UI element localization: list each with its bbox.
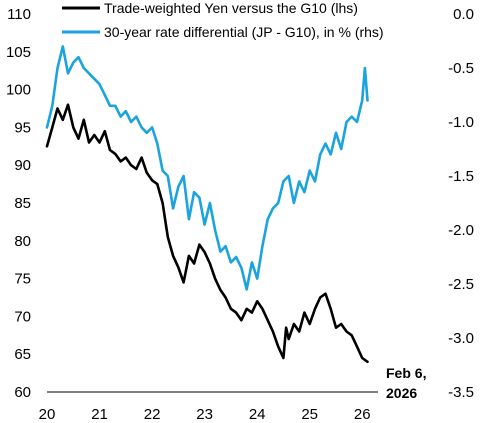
y-left-tick-label: 100 xyxy=(6,82,31,99)
y-left-tick-label: 110 xyxy=(7,6,31,23)
y-left-tick-label: 85 xyxy=(14,195,31,212)
y-right-tick-label: -2.0 xyxy=(448,222,474,239)
annotation: Feb 6, 2026 xyxy=(386,365,426,401)
y-right-tick-label: -1.0 xyxy=(448,114,474,131)
annotation-date-line1: Feb 6, xyxy=(386,365,426,381)
y-left-tick-label: 80 xyxy=(14,233,31,250)
y-left-tick-label: 105 xyxy=(6,44,31,61)
y-left-tick-label: 75 xyxy=(14,271,31,288)
legend: Trade-weighted Yen versus the G10 (lhs) … xyxy=(62,0,384,40)
x-tick-label: 24 xyxy=(249,406,266,423)
x-tick-label: 22 xyxy=(144,406,161,423)
x-tick-label: 21 xyxy=(91,406,108,423)
y-right-tick-label: -3.0 xyxy=(448,330,474,347)
y-right-tick-label: -1.5 xyxy=(448,168,474,185)
x-tick-label: 25 xyxy=(301,406,318,423)
x-tick-label: 26 xyxy=(354,406,371,423)
y-right-tick-label: -2.5 xyxy=(448,276,474,293)
series-layer xyxy=(45,45,369,364)
series-line-rate-differential xyxy=(45,45,369,291)
x-tick-label: 23 xyxy=(196,406,213,423)
series-line-yen xyxy=(45,103,369,364)
legend-label-rate: 30-year rate differential (JP - G10), in… xyxy=(104,24,384,40)
y-left-tick-label: 60 xyxy=(14,384,31,401)
y-right-tick-label: -3.5 xyxy=(448,384,474,401)
y-right-tick-label: -0.5 xyxy=(448,60,474,77)
y-left-tick-label: 65 xyxy=(14,346,31,363)
axes-layer: 20 21 22 23 24 25 26 60 65 70 75 80 85 90 95 100 105 110 0… xyxy=(6,6,474,423)
y-left-tick-label: 70 xyxy=(14,308,31,325)
y-left-tick-label: 95 xyxy=(14,119,31,136)
annotation-date-line2: 2026 xyxy=(386,385,417,401)
y-right-tick-label: 0.0 xyxy=(453,6,474,23)
legend-label-yen: Trade-weighted Yen versus the G10 (lhs) xyxy=(104,0,358,16)
x-tick-label: 20 xyxy=(39,406,56,423)
y-left-tick-label: 90 xyxy=(14,157,31,174)
